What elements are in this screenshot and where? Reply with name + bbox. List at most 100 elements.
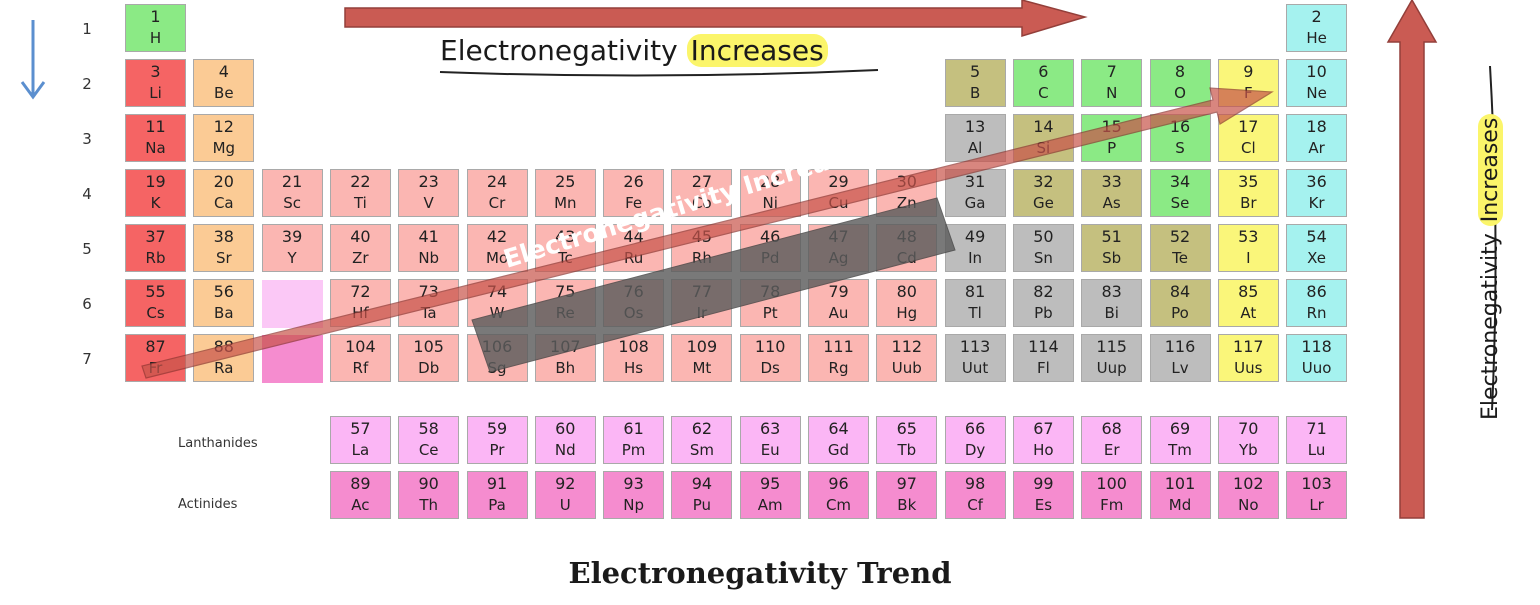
element-symbol: Es	[1034, 496, 1053, 514]
element-cell-v: 23 V	[398, 169, 460, 217]
atomic-number: 13	[964, 117, 986, 136]
atomic-number: 66	[964, 419, 986, 438]
element-cell-mn: 25 Mn	[534, 169, 596, 217]
atomic-number: 80	[896, 282, 917, 301]
atomic-number: 111	[823, 337, 854, 356]
element-cell-bi: 83 Bi	[1081, 279, 1143, 327]
actinides-label: Actinides	[178, 497, 238, 512]
element-symbol: Lv	[1171, 359, 1189, 377]
element-cell-am: 95 Am	[739, 471, 801, 519]
element-cell-co: 27 Co	[671, 169, 733, 217]
element-symbol: Mo	[485, 249, 509, 267]
atomic-number: 17	[1238, 117, 1259, 136]
atomic-number: 53	[1238, 227, 1259, 246]
atomic-number: 25	[555, 172, 576, 191]
element-symbol: Uut	[961, 359, 989, 377]
element-symbol: In	[968, 249, 983, 267]
element-cell-cr: 24 Cr	[466, 169, 528, 217]
atomic-number: 90	[418, 474, 439, 493]
horizontal-underline	[439, 69, 879, 77]
element-symbol: Mg	[212, 139, 236, 157]
element-cell-hs: 108 Hs	[603, 334, 665, 382]
element-cell-u: 92 U	[534, 471, 596, 519]
element-cell-ds: 110 Ds	[739, 334, 801, 382]
atomic-number: 6	[1038, 62, 1049, 81]
element-symbol: Ho	[1033, 441, 1054, 459]
element-cell-pu: 94 Pu	[671, 471, 733, 519]
element-cell-se: 34 Se	[1149, 169, 1211, 217]
element-symbol: Sm	[689, 441, 714, 459]
element-cell-cm: 96 Cm	[808, 471, 869, 519]
atomic-number: 81	[964, 282, 986, 301]
atomic-number: 54	[1306, 227, 1327, 246]
element-symbol: Ge	[1032, 194, 1054, 212]
vertical-arrow-label: Electronegativity Increases	[1478, 113, 1503, 420]
element-cell-md: 101 Md	[1149, 471, 1211, 519]
element-symbol: P	[1107, 139, 1117, 157]
element-cell-sc: 21 Sc	[261, 169, 323, 217]
element-symbol: Po	[1171, 304, 1189, 322]
element-symbol: I	[1246, 249, 1251, 267]
element-cell-k: 19 K	[125, 169, 186, 217]
element-cell-fm: 100 Fm	[1081, 471, 1143, 519]
element-cell-rf: 104 Rf	[329, 334, 391, 382]
element-cell-as: 33 As	[1081, 169, 1143, 217]
element-cell-pb: 82 Pb	[1012, 279, 1074, 327]
atomic-number: 51	[1101, 227, 1122, 246]
atomic-number: 91	[486, 474, 508, 493]
element-cell-uup: 115 Uup	[1081, 334, 1143, 382]
element-cell-ge: 32 Ge	[1012, 169, 1074, 217]
element-symbol: Uus	[1234, 359, 1263, 377]
horizontal-arrow	[344, 0, 1088, 38]
atomic-number: 33	[1101, 172, 1122, 191]
element-symbol: Mt	[692, 359, 712, 377]
horizontal-arrow-label: Electronegativity Increases	[440, 34, 828, 67]
vertical-arrow	[1386, 0, 1438, 519]
element-symbol: Te	[1172, 249, 1188, 267]
atomic-number: 97	[896, 474, 917, 493]
element-cell-lr: 103 Lr	[1286, 471, 1348, 519]
element-symbol: Lr	[1309, 496, 1324, 514]
element-symbol: Pa	[488, 496, 506, 514]
element-symbol: Mn	[554, 194, 577, 212]
vertical-underline	[1489, 65, 1497, 411]
atomic-number: 105	[413, 337, 444, 356]
element-cell-y: 39 Y	[261, 224, 323, 272]
element-symbol: Ac	[351, 496, 370, 514]
element-symbol: Bh	[555, 359, 576, 377]
atomic-number: 116	[1164, 337, 1196, 356]
element-cell-bk: 97 Bk	[876, 471, 938, 519]
element-symbol: Fl	[1036, 359, 1050, 377]
element-symbol: Db	[418, 359, 440, 377]
atomic-number: 56	[213, 282, 234, 301]
element-symbol: Ce	[418, 441, 439, 459]
element-symbol: Bk	[897, 496, 917, 514]
element-cell-es: 99 Es	[1012, 471, 1074, 519]
element-cell-sb: 51 Sb	[1081, 224, 1143, 272]
element-symbol: O	[1174, 84, 1186, 102]
atomic-number: 3	[150, 62, 161, 81]
atomic-number: 92	[555, 474, 576, 493]
element-cell-uuo: 118 Uuo	[1286, 334, 1348, 382]
element-symbol: Co	[692, 194, 712, 212]
element-cell-nd: 60 Nd	[534, 416, 596, 464]
atomic-number: 41	[418, 227, 439, 246]
atomic-number: 19	[145, 172, 166, 191]
element-cell-he: 2 He	[1286, 4, 1348, 52]
atomic-number: 118	[1301, 337, 1332, 356]
element-cell-tb: 65 Tb	[876, 416, 938, 464]
element-symbol: Sc	[283, 194, 301, 212]
element-cell-i: 53 I	[1217, 224, 1279, 272]
atomic-number: 14	[1033, 117, 1054, 136]
atomic-number: 4	[218, 62, 229, 81]
element-symbol: Eu	[760, 441, 780, 459]
element-cell-be: 4 Be	[193, 59, 255, 107]
element-symbol: Kr	[1308, 194, 1325, 212]
atomic-number: 24	[486, 172, 508, 191]
atomic-number: 67	[1033, 419, 1054, 438]
element-symbol: Ne	[1306, 84, 1327, 102]
element-symbol: Uup	[1096, 359, 1127, 377]
atomic-number: 8	[1174, 62, 1186, 81]
period-label: 3	[82, 130, 92, 148]
element-cell-db: 105 Db	[398, 334, 460, 382]
